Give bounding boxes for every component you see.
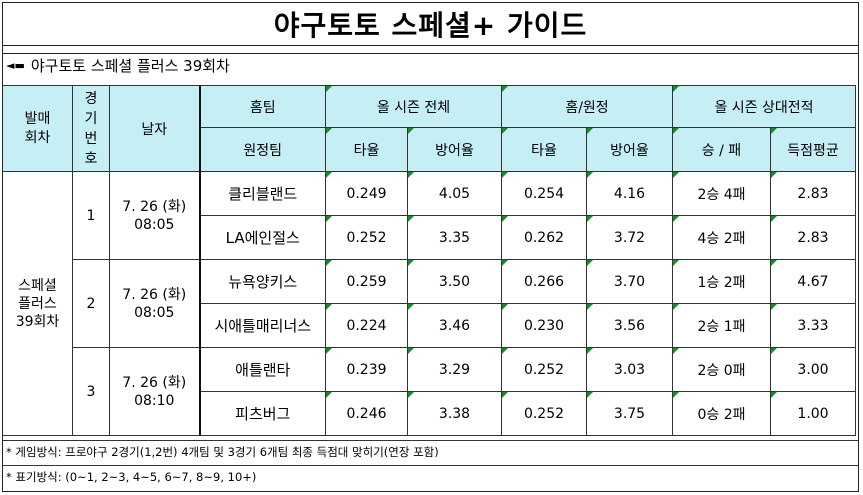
game-number: 3 [72, 347, 110, 436]
home-away-era: 3.72 [586, 215, 673, 260]
home-away-avg: 0.252 [501, 391, 587, 436]
home-away-era: 3.70 [586, 259, 673, 304]
header-era: 방어율 [407, 127, 502, 172]
season-avg: 0.239 [325, 347, 408, 392]
home-away-avg: 0.252 [501, 347, 587, 392]
home-away-era: 3.75 [586, 391, 673, 436]
season-era: 3.50 [407, 259, 502, 304]
season-avg: 0.259 [325, 259, 408, 304]
header-away-team: 원정팀 [198, 127, 326, 172]
guide-table: 발매 회차 경 기 번 호 날자 홈팀 올 시즌 전체 홈/원정 올 시즌 상대… [2, 85, 856, 436]
footnote-game-method: * 게임방식: 프로야구 2경기(1,2번) 4개팀 및 3경기 6개팀 최종 … [2, 440, 859, 462]
team-name: 시애틀매리너스 [198, 303, 326, 348]
footnote-notation: * 표기방식: (0~1, 2~3, 4~5, 6~7, 8~9, 10+) [2, 465, 859, 487]
season-era: 3.38 [407, 391, 502, 436]
game-date: 7. 26 (화) 08:05 [109, 171, 200, 260]
game-date: 7. 26 (화) 08:10 [109, 347, 200, 436]
game-date: 7. 26 (화) 08:05 [109, 259, 200, 348]
season-avg: 0.246 [325, 391, 408, 436]
home-away-avg: 0.254 [501, 171, 587, 216]
head-to-head-score-avg: 4.67 [770, 259, 856, 304]
head-to-head-score-avg: 3.33 [770, 303, 856, 348]
header-game-no: 경 기 번 호 [72, 85, 110, 172]
subtitle-row: ◄▬ 야구토토 스페셜 플러스 39회차 [2, 53, 859, 77]
team-name: 애틀랜타 [198, 347, 326, 392]
team-name: 클리블랜드 [198, 171, 326, 216]
home-away-era: 3.56 [586, 303, 673, 348]
head-to-head-record: 4승 2패 [672, 215, 771, 260]
header-win-loss: 승 / 패 [672, 127, 771, 172]
season-era: 3.46 [407, 303, 502, 348]
home-away-era: 3.03 [586, 347, 673, 392]
head-to-head-record: 2승 1패 [672, 303, 771, 348]
head-to-head-score-avg: 1.00 [770, 391, 856, 436]
header-home-away: 홈/원정 [501, 85, 673, 128]
header-score-avg: 득점평균 [770, 127, 856, 172]
head-to-head-record: 2승 4패 [672, 171, 771, 216]
season-era: 4.05 [407, 171, 502, 216]
table-row: 스페셜 플러스 39회차 1 7. 26 (화) 08:05 클리블랜드 0.249 4.… [2, 171, 856, 436]
team-name: LA에인절스 [198, 215, 326, 260]
table-row: 2 7. 26 (화) 08:05 뉴욕양키스 0.259 3.50 0.266 3.70 1… [3, 259, 856, 348]
head-to-head-record: 1승 2패 [672, 259, 771, 304]
game-number: 1 [72, 171, 110, 260]
table-row: 피츠버그 0.246 3.38 0.252 3.75 0승 2패 1.00 [3, 391, 856, 436]
arrow-icon: ◄▬ [6, 59, 25, 72]
header-head-to-head: 올 시즌 상대전적 [672, 85, 856, 128]
subtitle-text: 야구토토 스페셜 플러스 39회차 [30, 57, 230, 75]
season-era: 3.29 [407, 347, 502, 392]
table-row: 3 7. 26 (화) 08:10 애틀랜타 0.239 3.29 0.252 3.03 2승… [3, 347, 856, 436]
header-ha-avg: 타율 [501, 127, 587, 172]
header-date: 날자 [109, 85, 200, 172]
head-to-head-score-avg: 2.83 [770, 171, 856, 216]
season-era: 3.35 [407, 215, 502, 260]
team-name: 뉴욕양키스 [198, 259, 326, 304]
season-avg: 0.224 [325, 303, 408, 348]
header-ha-era: 방어율 [586, 127, 673, 172]
head-to-head-score-avg: 3.00 [770, 347, 856, 392]
head-to-head-record: 2승 0패 [672, 347, 771, 392]
table-row: LA에인절스 0.252 3.35 0.262 3.72 4승 2패 2.83 [3, 215, 856, 260]
game-number: 2 [72, 259, 110, 348]
home-away-avg: 0.262 [501, 215, 587, 260]
header-avg: 타율 [325, 127, 408, 172]
head-to-head-record: 0승 2패 [672, 391, 771, 436]
header-home-team: 홈팀 [198, 85, 326, 128]
home-away-avg: 0.266 [501, 259, 587, 304]
season-avg: 0.249 [325, 171, 408, 216]
header-issue: 발매 회차 [2, 85, 73, 172]
head-to-head-score-avg: 2.83 [770, 215, 856, 260]
home-away-era: 4.16 [586, 171, 673, 216]
issue-cell: 스페셜 플러스 39회차 [2, 171, 73, 436]
team-name: 피츠버그 [198, 391, 326, 436]
header-season-total: 올 시즌 전체 [325, 85, 502, 128]
home-away-avg: 0.230 [501, 303, 587, 348]
season-avg: 0.252 [325, 215, 408, 260]
page-title: 야구토토 스페셜+ 가이드 [2, 2, 859, 46]
